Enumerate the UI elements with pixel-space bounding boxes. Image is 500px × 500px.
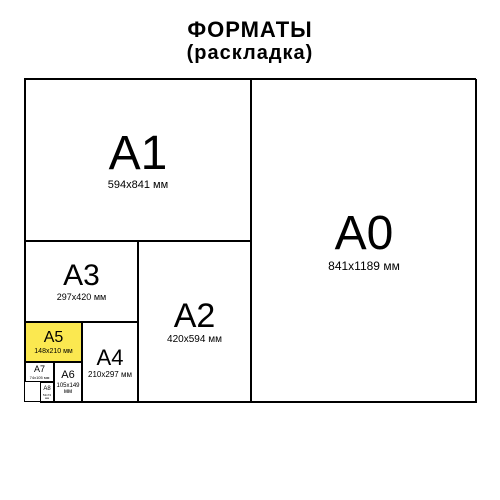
format-a8: A8 52x74 мм	[40, 382, 54, 403]
format-a7-dim: 74x105 мм	[30, 376, 50, 380]
format-a8-name: A8	[43, 386, 50, 392]
format-a3-name: A3	[63, 261, 100, 291]
format-a8-dim: 52x74 мм	[41, 394, 53, 400]
format-a2: A2 420x594 мм	[138, 241, 251, 403]
format-a5-name: A5	[44, 330, 64, 346]
title-line-2: (раскладка)	[0, 42, 500, 64]
format-a7: A7 74x105 мм	[25, 362, 54, 382]
format-canvas: A0 841x1189 мм A1 594x841 мм A2 420x594 мм A3 2…	[24, 78, 476, 402]
format-a0-name: A0	[335, 210, 394, 258]
format-a2-dim: 420x594 мм	[167, 335, 222, 345]
format-a4-name: A4	[97, 347, 124, 369]
title-line-1: ФОРМАТЫ	[0, 18, 500, 42]
format-a3: A3 297x420 мм	[25, 241, 138, 322]
format-a2-name: A2	[174, 299, 216, 333]
page-title: ФОРМАТЫ (раскладка)	[0, 0, 500, 64]
format-a6-name: A6	[61, 370, 74, 381]
format-a7-name: A7	[34, 365, 45, 374]
format-a4: A4 210x297 мм	[82, 322, 138, 403]
format-a0: A0 841x1189 мм	[251, 79, 477, 403]
format-a0-dim: 841x1189 мм	[328, 260, 400, 272]
format-a1-dim: 594x841 мм	[108, 180, 168, 191]
format-a5-dim: 148x210 мм	[34, 348, 72, 355]
format-a3-dim: 297x420 мм	[57, 293, 106, 302]
format-a1: A1 594x841 мм	[25, 79, 251, 241]
format-a6-dim: 105x149 мм	[55, 383, 81, 395]
format-a5: A5 148x210 мм	[25, 322, 82, 362]
format-a4-dim: 210x297 мм	[88, 371, 132, 379]
format-a1-name: A1	[109, 130, 168, 178]
format-a6: A6 105x149 мм	[54, 362, 82, 403]
